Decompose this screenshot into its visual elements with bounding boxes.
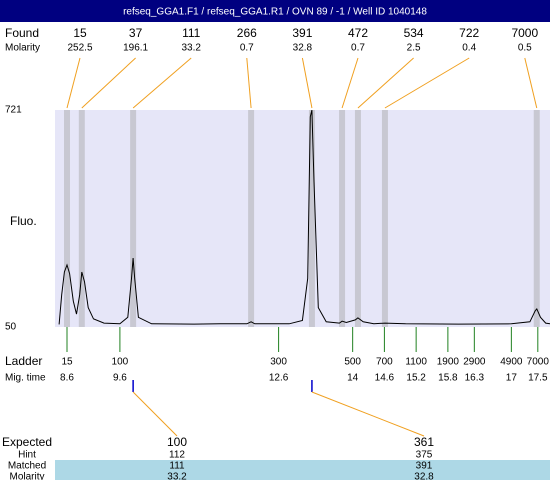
peak-connector: [81, 57, 136, 109]
matched-molarity: 32.8: [414, 472, 434, 480]
peak-band: [533, 110, 540, 327]
expected-connector: [311, 391, 425, 437]
ladder-size: 2900: [463, 357, 486, 368]
found-size: 391: [292, 26, 312, 40]
ladder-size: 300: [270, 357, 287, 368]
found-molarity: 0.7: [240, 43, 254, 54]
peak-connector: [301, 57, 313, 109]
ladder-size: 500: [344, 357, 361, 368]
trace: [58, 110, 550, 325]
found-molarity: 33.2: [181, 43, 201, 54]
peak-connector: [246, 57, 252, 109]
peak-connector: [341, 57, 359, 109]
ladder-mig-time: 15.8: [438, 373, 458, 384]
found-molarity: 196.1: [123, 43, 148, 54]
hint-size: 112: [169, 450, 185, 461]
title-bar: [0, 0, 550, 22]
peak-band: [78, 110, 85, 327]
expected-connector: [132, 391, 178, 437]
ladder-size: 4900: [500, 357, 523, 368]
found-label: Found: [5, 26, 39, 40]
found-molarity: 252.5: [67, 43, 92, 54]
found-molarity: 32.8: [293, 43, 313, 54]
ladder-size: 700: [376, 357, 393, 368]
peak-band: [64, 110, 70, 327]
found-size: 15: [73, 26, 87, 40]
hint-size: 375: [416, 450, 433, 461]
found-size: 266: [237, 26, 257, 40]
peak-band: [248, 110, 255, 327]
peak-connector: [357, 57, 414, 109]
expected-size: 361: [414, 435, 434, 449]
ladder-size: 100: [112, 357, 129, 368]
peak-connector: [384, 57, 470, 109]
ladder-size: 7000: [527, 357, 550, 368]
ladder-mig-time: 15.2: [406, 373, 426, 384]
ladder-mig-time: 14.6: [375, 373, 395, 384]
found-molarity: 0.5: [518, 43, 532, 54]
found-size: 534: [404, 26, 424, 40]
ladder-size: 1100: [405, 357, 427, 368]
found-size: 7000: [511, 26, 538, 40]
ladder-label: Ladder: [5, 354, 42, 368]
title: refseq_GGA1.F1 / refseq_GGA1.R1 / OVN 89…: [123, 7, 427, 18]
ladder-mig-time: 12.6: [269, 373, 289, 384]
found-size: 111: [182, 26, 201, 40]
plot-area: [55, 110, 550, 327]
found-molarity: 0.4: [462, 43, 476, 54]
matched-molarity: 33.2: [167, 472, 187, 480]
peak-band: [130, 110, 137, 327]
ladder-mig-time: 17: [506, 373, 518, 384]
ladder-mig-time: 17.5: [528, 373, 548, 384]
y-tick-label: 721: [5, 105, 22, 116]
matched-label: Matched: [8, 461, 46, 472]
expected-label: Expected: [2, 435, 52, 449]
matched-highlight: [55, 460, 550, 480]
y-tick-label: 50: [5, 322, 17, 333]
ladder-mig-time: 9.6: [113, 373, 127, 384]
mig-time-label: Mig. time: [5, 373, 46, 384]
peak-band: [339, 110, 346, 327]
expected-size: 100: [167, 435, 187, 449]
matched-size: 111: [169, 461, 185, 472]
peak-band: [354, 110, 361, 327]
found-molarity: 2.5: [407, 43, 421, 54]
y-axis-label: Fluo.: [10, 214, 37, 228]
expected-molarity-label: Molarity: [9, 472, 44, 480]
molarity-label: Molarity: [5, 43, 40, 54]
ladder-mig-time: 8.6: [60, 373, 74, 384]
found-size: 37: [129, 26, 143, 40]
peak-connector: [66, 57, 81, 109]
found-size: 722: [459, 26, 479, 40]
peak-connector: [524, 57, 538, 109]
ladder-size: 1900: [437, 357, 460, 368]
ladder-mig-time: 16.3: [465, 373, 485, 384]
peak-band: [381, 110, 388, 327]
matched-size: 391: [416, 461, 433, 472]
peak-band: [308, 110, 315, 327]
found-size: 472: [348, 26, 368, 40]
found-molarity: 0.7: [351, 43, 365, 54]
peak-connector: [132, 57, 192, 109]
ladder-mig-time: 14: [347, 373, 359, 384]
hint-label: Hint: [18, 450, 36, 461]
ladder-size: 15: [61, 357, 73, 368]
